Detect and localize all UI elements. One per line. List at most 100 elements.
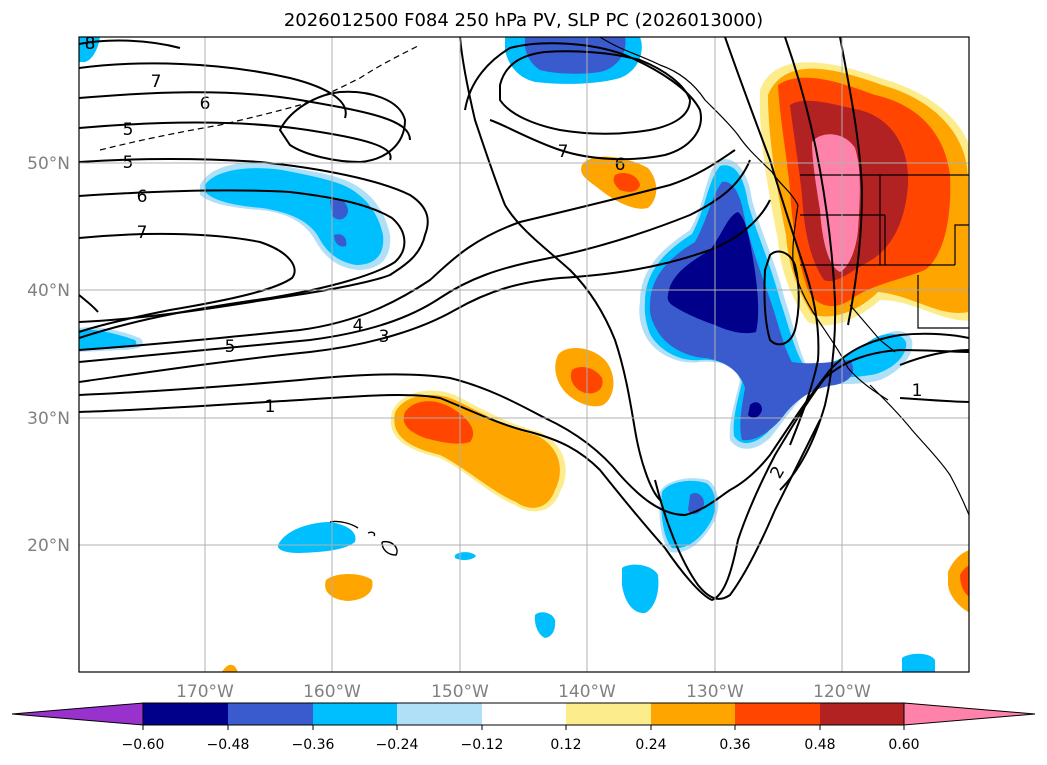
slp-contours <box>79 37 969 602</box>
contour-8 <box>79 39 181 49</box>
contour-label: 6 <box>615 155 626 175</box>
contour-label: 6 <box>137 187 148 207</box>
colorbar-tick-label: −0.36 <box>292 737 335 753</box>
pv-positive-westcoast-0.60 <box>812 134 860 272</box>
colorbar-tick-label: 0.36 <box>719 737 750 753</box>
colorbar-segment <box>566 703 651 725</box>
pv-positive-bottom <box>222 664 238 672</box>
lat-label: 50°N <box>27 154 70 174</box>
contour-5-mid <box>79 158 429 323</box>
contour-7-closed-west <box>278 90 407 164</box>
lon-label: 150°W <box>431 682 489 702</box>
colorbar-segment <box>820 703 904 725</box>
aleutian-islands <box>99 44 421 151</box>
colorbar-segment <box>735 703 820 725</box>
contour-7-loop <box>464 42 702 161</box>
contour-label: 5 <box>123 120 134 140</box>
colorbar-segment <box>651 703 735 725</box>
colorbar-segment <box>397 703 482 725</box>
contour-east-2 <box>899 397 969 403</box>
colorbar-segment <box>228 703 313 725</box>
colorbar-segment <box>313 703 397 725</box>
colorbar-tick-label: −0.12 <box>461 737 504 753</box>
colorbar-extend-right <box>903 702 1036 726</box>
colorbar-outline <box>142 702 905 726</box>
pv-negative-top-0.36 <box>524 37 626 74</box>
pv-negative-north-0.24 <box>205 168 384 265</box>
pv-positive-small-b-0.36 <box>613 173 640 192</box>
lon-label: 120°W <box>813 682 871 702</box>
colorbar-segment <box>143 703 228 725</box>
contour-east-1 <box>899 349 969 366</box>
lon-label: 160°W <box>303 682 361 702</box>
pv-negative-trough-0.48 <box>667 212 759 334</box>
contour-label: 1 <box>265 397 276 417</box>
lat-label: 40°N <box>27 281 70 301</box>
contour-label: 3 <box>379 327 390 347</box>
gridlines <box>79 37 969 672</box>
contour-label: 8 <box>85 34 96 54</box>
contour-loop-cal <box>763 250 800 346</box>
colorbar-tick-label: 0.12 <box>550 737 581 753</box>
colorbar: −0.60 −0.48 −0.36 −0.24 −0.12 0.12 0.24 … <box>11 702 1036 753</box>
pv-shading <box>79 37 969 672</box>
contour-6-mid <box>79 189 406 339</box>
pv-negative-west-0.24 <box>79 329 137 350</box>
pv-positive-southeast-0.24 <box>948 550 969 613</box>
pv-negative-trough-small-0.48 <box>748 402 762 418</box>
map-frame <box>78 36 970 673</box>
contour-label: 7 <box>137 223 148 243</box>
contour-label: 7 <box>558 142 569 162</box>
colorbar-tick-label: 0.24 <box>635 737 666 753</box>
contour-5-north <box>79 121 392 161</box>
lon-label: 170°W <box>176 682 234 702</box>
colorbar-segment <box>482 703 566 725</box>
pv-negative-north-0.36-b <box>334 234 347 247</box>
contour-3 <box>79 199 771 383</box>
contour-label: 5 <box>225 337 236 357</box>
colorbar-tick-label: −0.60 <box>122 737 165 753</box>
pv-negative-north-0.36-a <box>330 198 348 220</box>
lon-label: 140°W <box>558 682 616 702</box>
contour-6-north <box>79 91 411 141</box>
colorbar-tick-label: −0.24 <box>376 737 419 753</box>
colorbar-tick-label: 0.60 <box>888 737 919 753</box>
contour-4-right <box>839 37 864 326</box>
contour-label: 4 <box>353 316 364 336</box>
lat-label: 20°N <box>27 536 70 556</box>
contour-2-right <box>724 37 820 446</box>
contour-3-right <box>779 37 837 491</box>
colorbar-tick-label: 0.48 <box>804 737 835 753</box>
longitude-labels: 170°W 160°W 150°W 140°W 130°W 120°W <box>176 682 871 702</box>
pv-negative-s3 <box>455 552 476 561</box>
colorbar-ticks <box>142 725 905 730</box>
contour-label: 7 <box>151 72 162 92</box>
contour-center-loop <box>459 37 661 501</box>
hawaii-islands <box>329 520 398 556</box>
latitude-labels: 50°N 40°N 30°N 20°N <box>27 154 70 556</box>
colorbar-tick-label: −0.48 <box>207 737 250 753</box>
contour-7-mid <box>79 232 296 333</box>
colorbar-extend-left <box>11 702 144 726</box>
pv-positive-southeast-0.36 <box>960 565 969 597</box>
pv-negative-se <box>902 653 935 672</box>
contour-4 <box>79 159 751 363</box>
pv-negative-hawaii <box>277 522 356 553</box>
contour-2 <box>79 332 969 517</box>
contour-west-edge <box>79 294 99 313</box>
contour-label: 1 <box>912 381 923 401</box>
pv-negative-s1 <box>622 564 659 614</box>
pv-negative-s2 <box>534 612 556 638</box>
contour-5-south <box>79 149 736 351</box>
lon-label: 130°W <box>686 682 744 702</box>
baja-coastline <box>869 384 969 516</box>
us-west-coastline <box>792 204 889 401</box>
map-title: 2026012500 F084 250 hPa PV, SLP PC (2026… <box>283 10 764 31</box>
lat-label: 30°N <box>27 409 70 429</box>
contour-label: 2 <box>766 463 789 482</box>
contour-southern-arc <box>654 419 821 600</box>
contour-7-north <box>79 62 347 119</box>
pv-positive-small-c-0.24 <box>325 574 373 601</box>
pv-positive-subtropical-0.36 <box>403 401 474 444</box>
